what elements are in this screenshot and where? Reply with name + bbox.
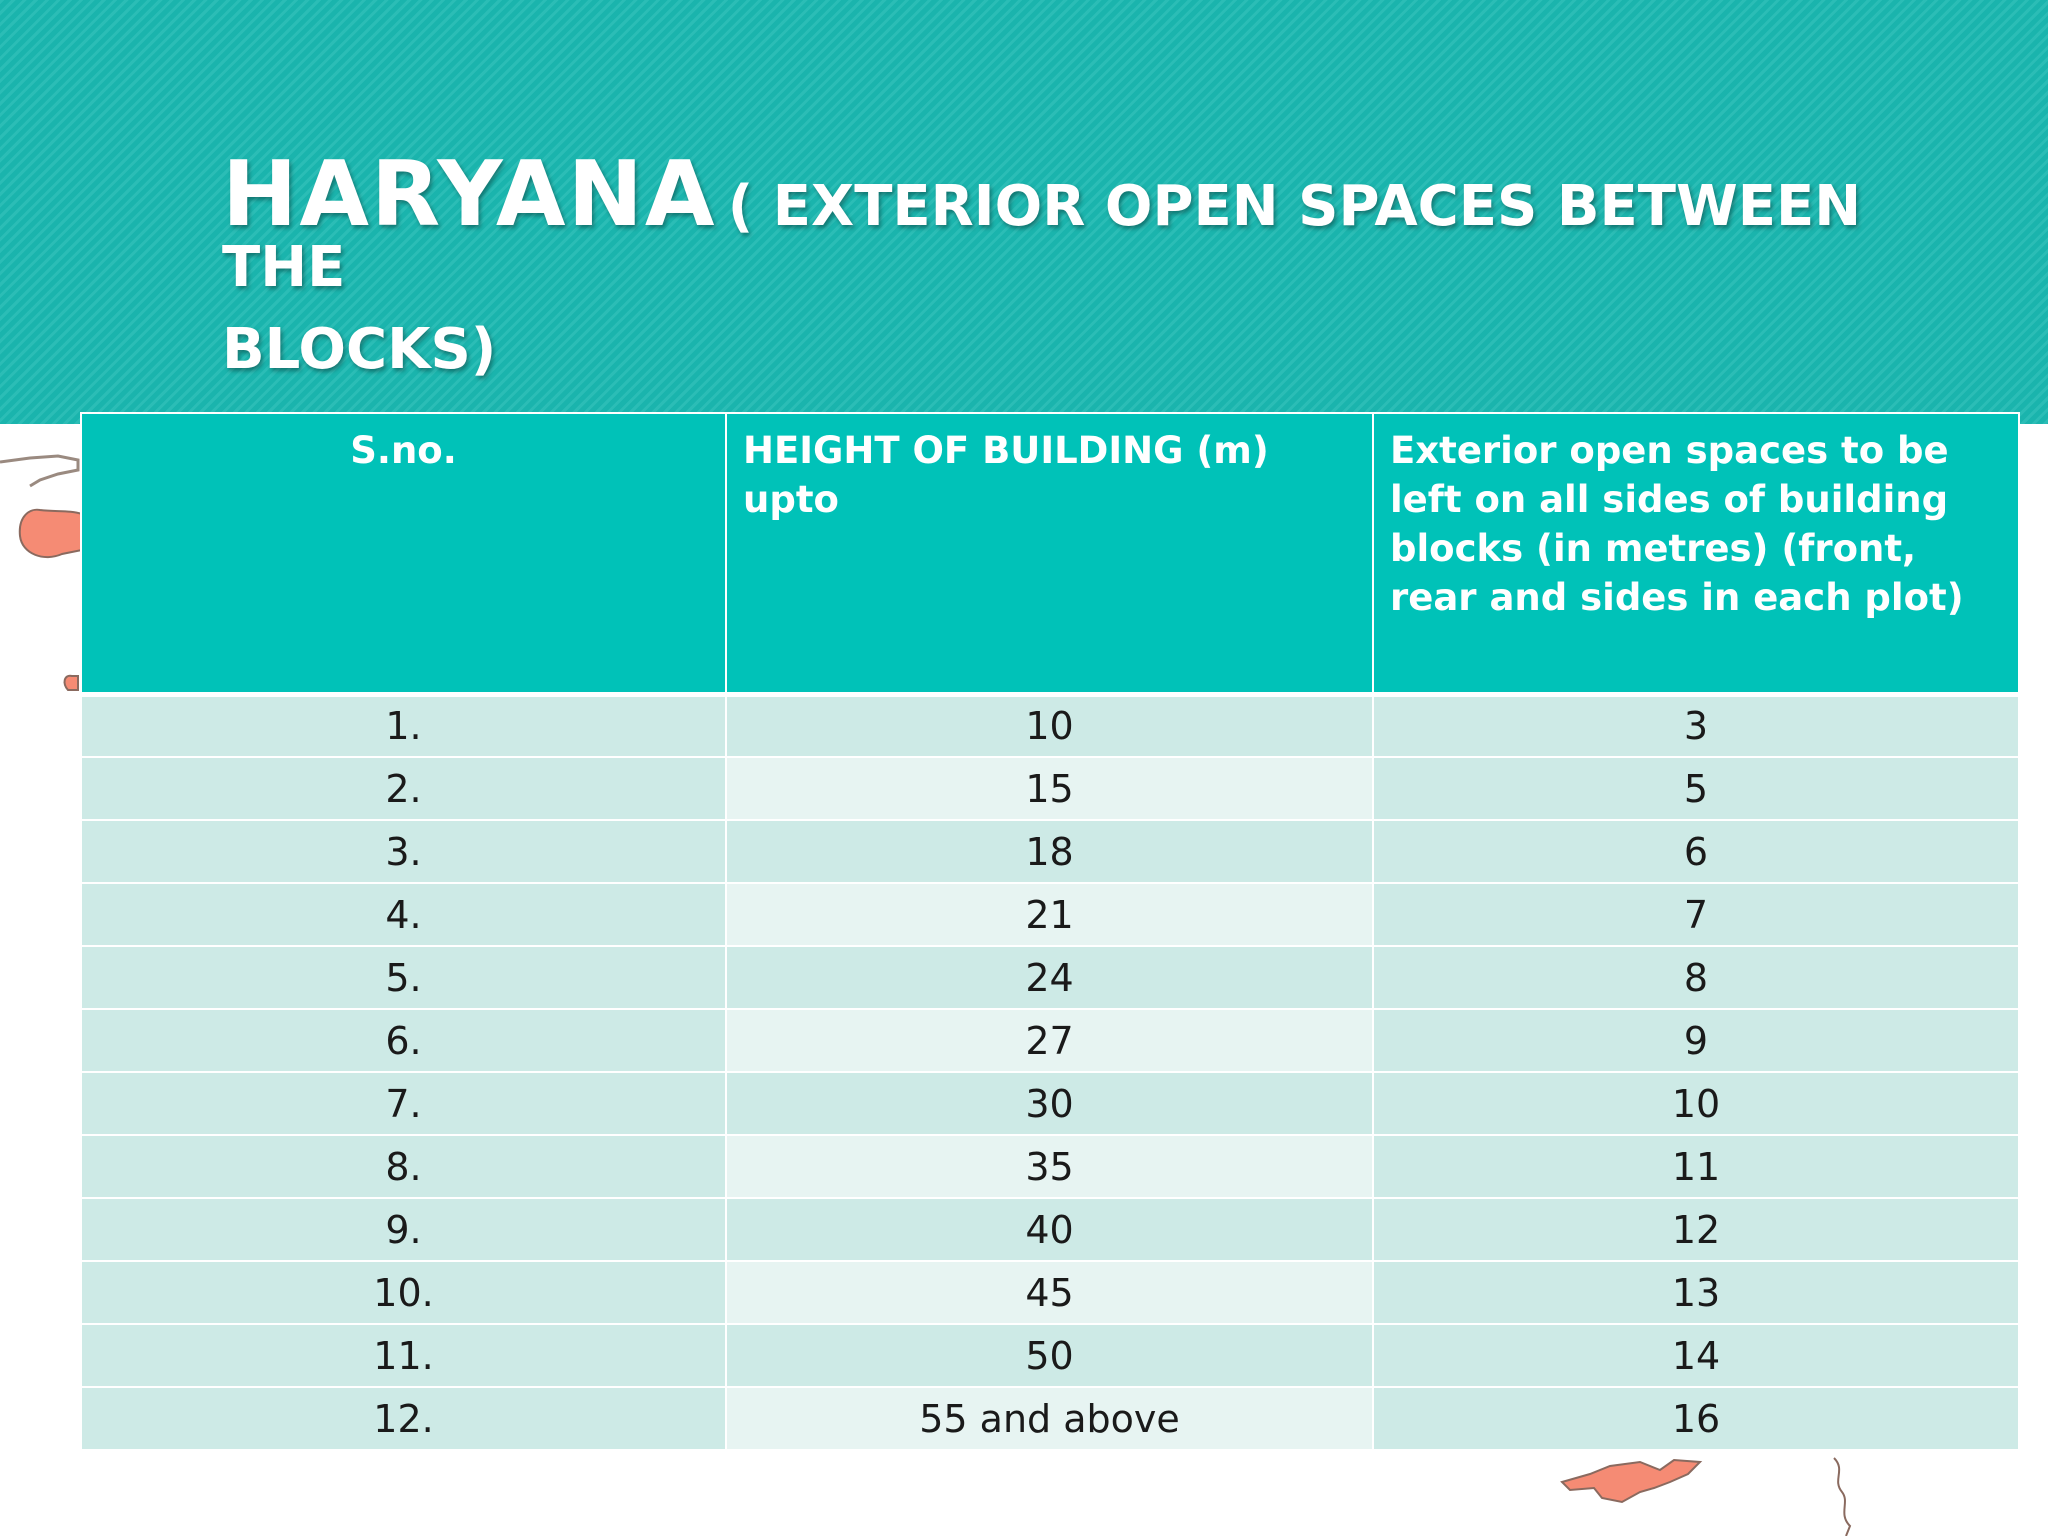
cell-sno: 5.	[80, 945, 727, 1010]
cell-sno: 6.	[80, 1008, 727, 1073]
table-row: 1. 10 3	[80, 693, 2020, 758]
cell-sno: 7.	[80, 1071, 727, 1136]
cell-height: 15	[725, 756, 1374, 821]
column-header-sno: S.no.	[80, 412, 727, 697]
table-row: 5. 24 8	[80, 945, 2020, 1010]
cell-sno: 10.	[80, 1260, 727, 1325]
title-subtitle-continued: BLOCKS)	[222, 317, 497, 382]
table-row: 6. 27 9	[80, 1008, 2020, 1073]
open-spaces-table: S.no. HEIGHT OF BUILDING (m) upto Exteri…	[80, 412, 2020, 1451]
cell-open-space: 6	[1372, 819, 2020, 884]
cell-sno: 11.	[80, 1323, 727, 1388]
cell-open-space: 8	[1372, 945, 2020, 1010]
cell-open-space: 16	[1372, 1386, 2020, 1451]
table-row: 3. 18 6	[80, 819, 2020, 884]
cell-sno: 9.	[80, 1197, 727, 1262]
cell-sno: 12.	[80, 1386, 727, 1451]
cell-height: 30	[725, 1071, 1374, 1136]
slide-title: HARYANA ( EXTERIOR OPEN SPACES BETWEEN T…	[222, 150, 1922, 378]
map-fragment-bottom-icon	[1560, 1457, 1852, 1536]
column-header-open-spaces: Exterior open spaces to be left on all s…	[1372, 412, 2020, 697]
cell-height: 24	[725, 945, 1374, 1010]
cell-open-space: 5	[1372, 756, 2020, 821]
table-row: 12. 55 and above 16	[80, 1386, 2020, 1451]
cell-height: 45	[725, 1260, 1374, 1325]
map-fragment-left-icon	[0, 454, 82, 691]
cell-open-space: 9	[1372, 1008, 2020, 1073]
cell-sno: 2.	[80, 756, 727, 821]
cell-open-space: 7	[1372, 882, 2020, 947]
cell-open-space: 10	[1372, 1071, 2020, 1136]
cell-open-space: 3	[1372, 693, 2020, 758]
cell-open-space: 14	[1372, 1323, 2020, 1388]
table-row: 8. 35 11	[80, 1134, 2020, 1199]
table-row: 2. 15 5	[80, 756, 2020, 821]
table-row: 11. 50 14	[80, 1323, 2020, 1388]
title-subtitle: ( EXTERIOR OPEN SPACES BETWEEN THE	[222, 174, 1862, 300]
table-row: 9. 40 12	[80, 1197, 2020, 1262]
cell-height: 40	[725, 1197, 1374, 1262]
cell-height: 50	[725, 1323, 1374, 1388]
cell-open-space: 13	[1372, 1260, 2020, 1325]
slide-header-band	[0, 0, 2048, 424]
cell-height: 35	[725, 1134, 1374, 1199]
cell-height: 21	[725, 882, 1374, 947]
cell-height: 18	[725, 819, 1374, 884]
cell-sno: 3.	[80, 819, 727, 884]
cell-open-space: 12	[1372, 1197, 2020, 1262]
table-row: 7. 30 10	[80, 1071, 2020, 1136]
cell-sno: 1.	[80, 693, 727, 758]
table-header-row: S.no. HEIGHT OF BUILDING (m) upto Exteri…	[80, 412, 2020, 697]
cell-height: 27	[725, 1008, 1374, 1073]
table-row: 10. 45 13	[80, 1260, 2020, 1325]
cell-height: 55 and above	[725, 1386, 1374, 1451]
cell-open-space: 11	[1372, 1134, 2020, 1199]
cell-sno: 4.	[80, 882, 727, 947]
cell-height: 10	[725, 693, 1374, 758]
table-row: 4. 21 7	[80, 882, 2020, 947]
cell-sno: 8.	[80, 1134, 727, 1199]
title-main: HARYANA	[222, 142, 717, 247]
column-header-height: HEIGHT OF BUILDING (m) upto	[725, 412, 1374, 697]
